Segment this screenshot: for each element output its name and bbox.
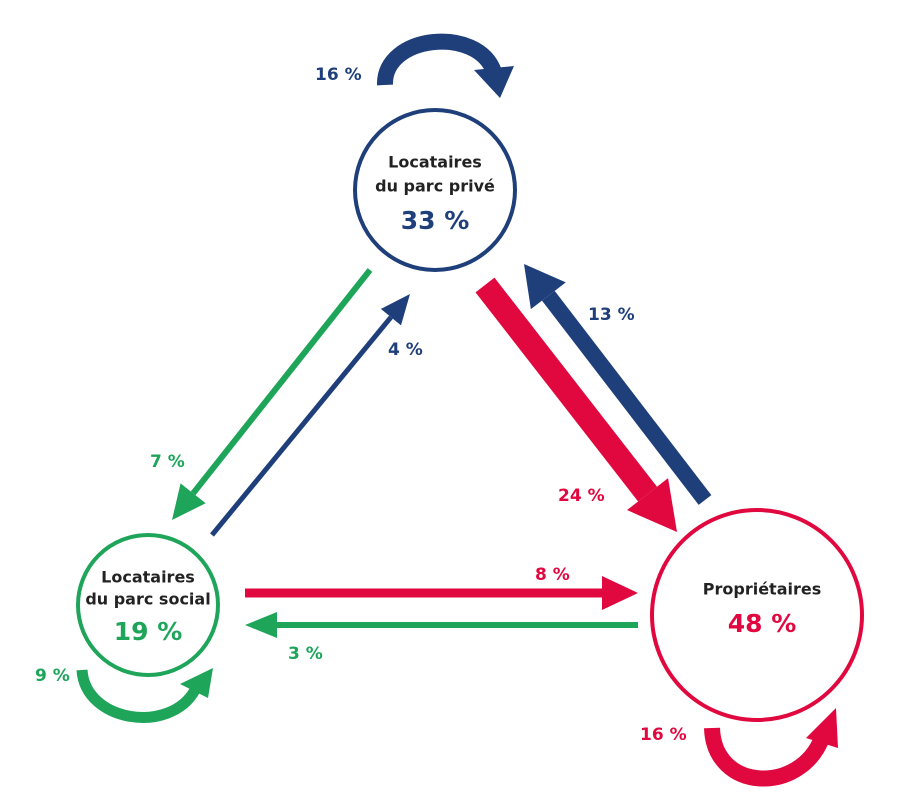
arrow-head xyxy=(172,483,206,520)
flow-label: 7 % xyxy=(150,452,185,472)
flow-label: 3 % xyxy=(288,644,323,664)
flow-label: 9 % xyxy=(35,666,70,686)
node-label: Locataires xyxy=(388,153,482,172)
node-label: Locataires xyxy=(101,568,195,587)
flow-arrow xyxy=(190,268,373,496)
flow-label: 16 % xyxy=(315,65,362,85)
node-circle xyxy=(353,108,517,272)
arrow-head xyxy=(245,612,277,638)
node-share: 19 % xyxy=(114,617,183,646)
arrow-head xyxy=(806,708,838,748)
node-circle xyxy=(76,533,220,677)
loop-arrow xyxy=(76,669,200,723)
flow-label: 16 % xyxy=(640,725,687,745)
flow-arrow xyxy=(210,315,393,537)
flow-arrow xyxy=(475,277,658,502)
flow-label: 13 % xyxy=(588,305,635,325)
arrow-head xyxy=(602,576,638,610)
node-share: 33 % xyxy=(401,206,470,235)
flow-label: 24 % xyxy=(558,486,605,506)
flow-label: 4 % xyxy=(388,340,423,360)
loop-arrow xyxy=(377,33,502,86)
node-label: du parc social xyxy=(85,590,210,609)
arrow-head xyxy=(474,66,514,98)
node-circle xyxy=(650,508,864,722)
node-label: Propriétaires xyxy=(703,580,821,599)
flow-label: 8 % xyxy=(535,565,570,585)
node-share: 48 % xyxy=(728,609,797,638)
flow-arrow xyxy=(541,290,712,505)
node-label: du parc privé xyxy=(375,177,495,196)
arrow-head xyxy=(180,668,213,698)
arrow-head xyxy=(524,264,566,310)
loop-arrow xyxy=(704,727,830,787)
arrow-head xyxy=(627,478,677,532)
arrow-head xyxy=(380,294,410,326)
